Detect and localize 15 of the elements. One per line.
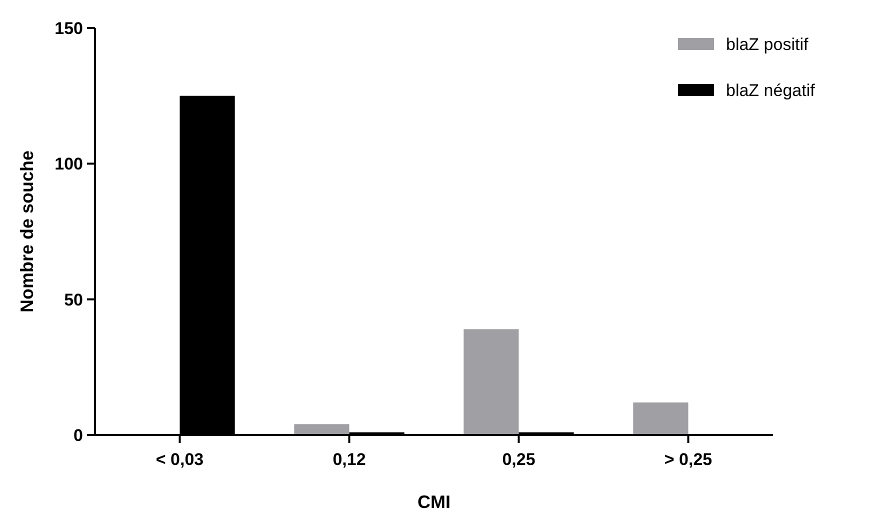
y-tick-label: 0 bbox=[74, 426, 83, 445]
legend-label: blaZ positif bbox=[726, 34, 808, 54]
legend-label: blaZ négatif bbox=[726, 80, 816, 100]
bar bbox=[294, 424, 350, 435]
x-tick-label: < 0,03 bbox=[156, 450, 204, 469]
x-tick-label: > 0,25 bbox=[664, 450, 712, 469]
y-tick-label: 50 bbox=[64, 290, 83, 310]
x-tick-label: 0,25 bbox=[502, 450, 536, 469]
bar bbox=[633, 402, 688, 435]
y-tick-label: 150 bbox=[54, 18, 83, 38]
y-axis-title: Nombre de souche bbox=[17, 150, 37, 313]
bar bbox=[464, 329, 519, 435]
x-axis-title: CMI bbox=[418, 492, 450, 512]
x-tick-label: 0,12 bbox=[332, 450, 366, 469]
y-tick-label: 100 bbox=[54, 154, 83, 174]
